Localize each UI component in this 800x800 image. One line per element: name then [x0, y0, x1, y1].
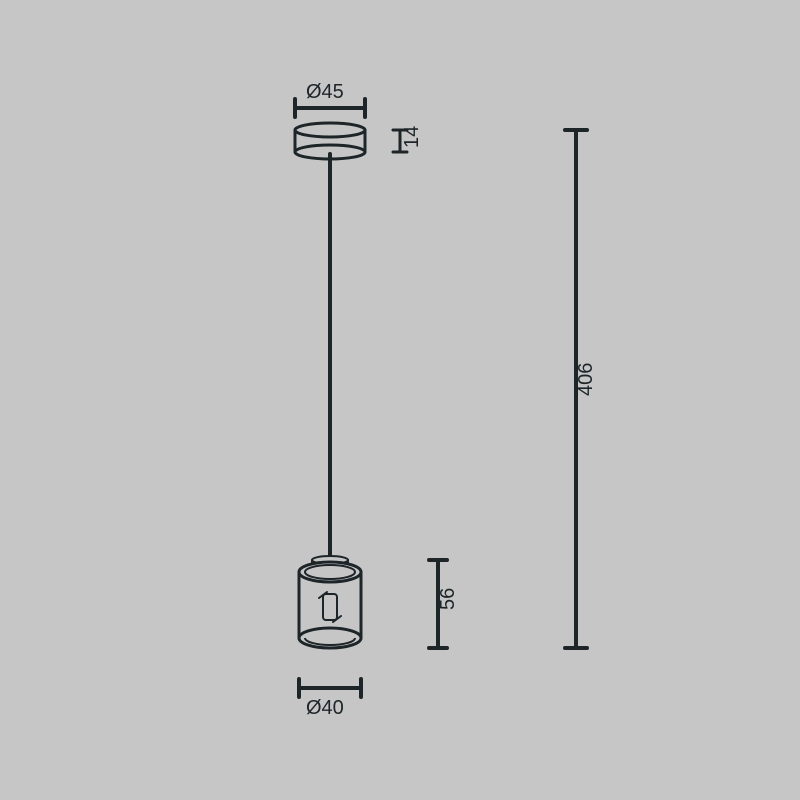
dim-cap-height-label: 14 [401, 126, 423, 148]
canvas-background [0, 0, 800, 800]
dim-lamp-diameter-label: Ø40 [306, 697, 344, 719]
dim-overall-height-label: 406 [575, 363, 597, 396]
dim-cap-diameter-label: Ø45 [306, 81, 344, 103]
pendant-rod [328, 152, 332, 560]
dim-lamp-height-label: 56 [437, 588, 459, 610]
